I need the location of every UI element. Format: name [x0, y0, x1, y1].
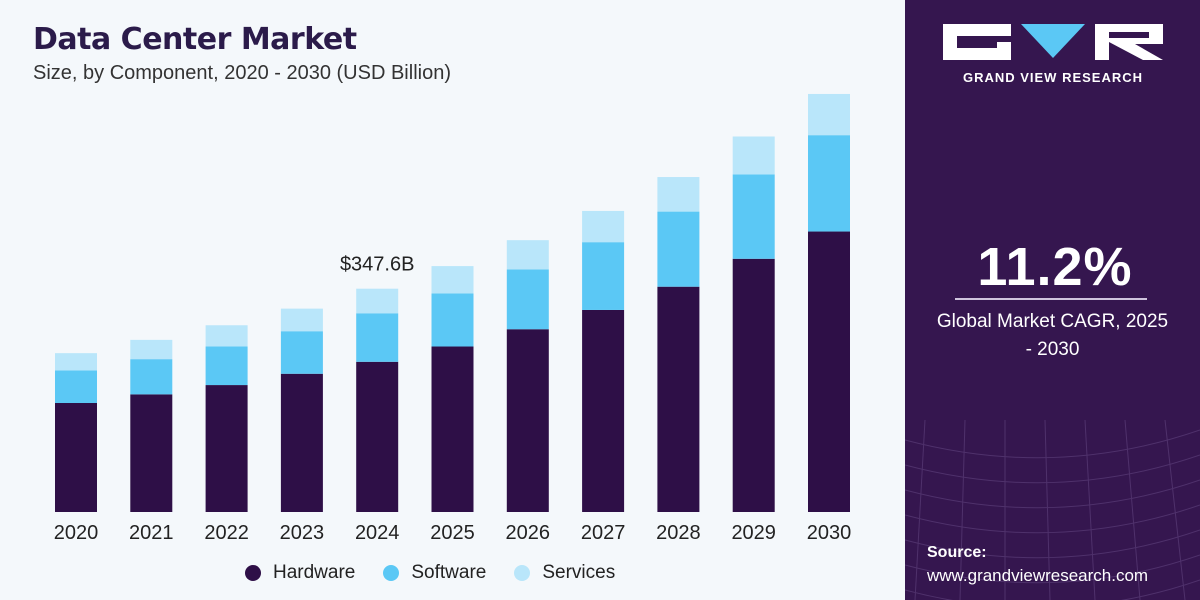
bar-hardware-2020 — [55, 403, 97, 512]
divider — [955, 298, 1147, 300]
bar-software-2025 — [431, 293, 474, 347]
bar-hardware-2024 — [356, 361, 399, 512]
source-url[interactable]: www.grandviewresearch.com — [927, 566, 1149, 585]
bar-hardware-2023 — [280, 373, 323, 512]
x-tick-label: 2027 — [581, 522, 626, 544]
bar-services-2027 — [582, 210, 625, 243]
page-subtitle: Size, by Component, 2020 - 2030 (USD Bil… — [33, 62, 451, 84]
x-tick-label: 2024 — [355, 522, 400, 544]
bar-hardware-2021 — [130, 394, 173, 512]
bar-software-2027 — [582, 242, 625, 310]
legend-swatch-services — [514, 565, 531, 581]
bar-services-2024 — [356, 288, 399, 314]
chart-panel: Data Center Market Size, by Component, 2… — [33, 22, 852, 584]
legend-swatch-hardware — [245, 565, 261, 581]
bar-services-2026 — [506, 240, 549, 270]
bar-services-2021 — [130, 339, 173, 360]
x-tick-label: 2022 — [204, 522, 249, 544]
bar-software-2030 — [808, 135, 850, 232]
x-tick-label: 2020 — [54, 522, 99, 544]
bar-services-2025 — [431, 266, 474, 294]
source-label: Source: — [927, 544, 987, 561]
page-title: Data Center Market — [33, 22, 357, 57]
x-tick-label: 2030 — [807, 522, 852, 544]
bar-software-2023 — [280, 331, 323, 374]
bar-services-2029 — [732, 136, 775, 175]
cagr-label: Global Market CAGR, 2025 - 2030 — [936, 311, 1169, 360]
bar-software-2020 — [55, 370, 97, 404]
bar-services-2028 — [657, 177, 700, 212]
decorative-grid — [905, 420, 1200, 600]
bar-annotation: $347.6B — [340, 254, 415, 276]
bar-hardware-2027 — [582, 309, 625, 512]
bar-software-2028 — [657, 211, 700, 287]
x-tick-label: 2023 — [280, 522, 325, 544]
x-tick-label: 2025 — [430, 522, 475, 544]
legend-label-hardware: Hardware — [273, 562, 356, 583]
gvr-logo-icon — [943, 24, 1163, 60]
bar-software-2022 — [205, 346, 248, 386]
x-tick-label: 2026 — [506, 522, 551, 544]
bar-hardware-2028 — [657, 286, 700, 512]
cagr-value: 11.2% — [977, 237, 1133, 297]
legend-swatch-software — [383, 565, 400, 581]
bar-software-2026 — [506, 269, 549, 330]
bar-services-2030 — [808, 93, 850, 136]
chart-legend: Hardware Software Services — [245, 562, 615, 584]
bar-hardware-2025 — [431, 346, 474, 512]
legend-item-software: Software — [383, 562, 486, 584]
bar-software-2021 — [130, 359, 173, 395]
bar-services-2020 — [55, 353, 97, 371]
legend-label-software: Software — [411, 562, 487, 583]
legend-item-services: Services — [514, 562, 615, 584]
bar-hardware-2026 — [506, 329, 549, 512]
legend-item-hardware: Hardware — [245, 562, 355, 584]
x-tick-label: 2029 — [731, 522, 776, 544]
bar-services-2023 — [280, 308, 323, 332]
bar-software-2024 — [356, 313, 399, 362]
logo — [943, 24, 1163, 60]
legend-label-services: Services — [542, 562, 616, 583]
bar-services-2022 — [205, 325, 248, 347]
bar-hardware-2022 — [205, 385, 248, 512]
bar-hardware-2030 — [808, 231, 850, 513]
bar-software-2029 — [732, 174, 775, 259]
x-tick-label: 2021 — [129, 522, 174, 544]
stacked-bar-chart: 2020 2021 2022 2023 2024 $347.6B 2025 2026 2027 2… — [54, 93, 852, 544]
brand-name: GRAND VIEW RESEARCH — [962, 70, 1144, 85]
info-sidebar: GRAND VIEW RESEARCH 11.2% Global Market … — [905, 0, 1200, 600]
x-tick-label: 2028 — [656, 522, 701, 544]
bar-hardware-2029 — [732, 258, 775, 512]
